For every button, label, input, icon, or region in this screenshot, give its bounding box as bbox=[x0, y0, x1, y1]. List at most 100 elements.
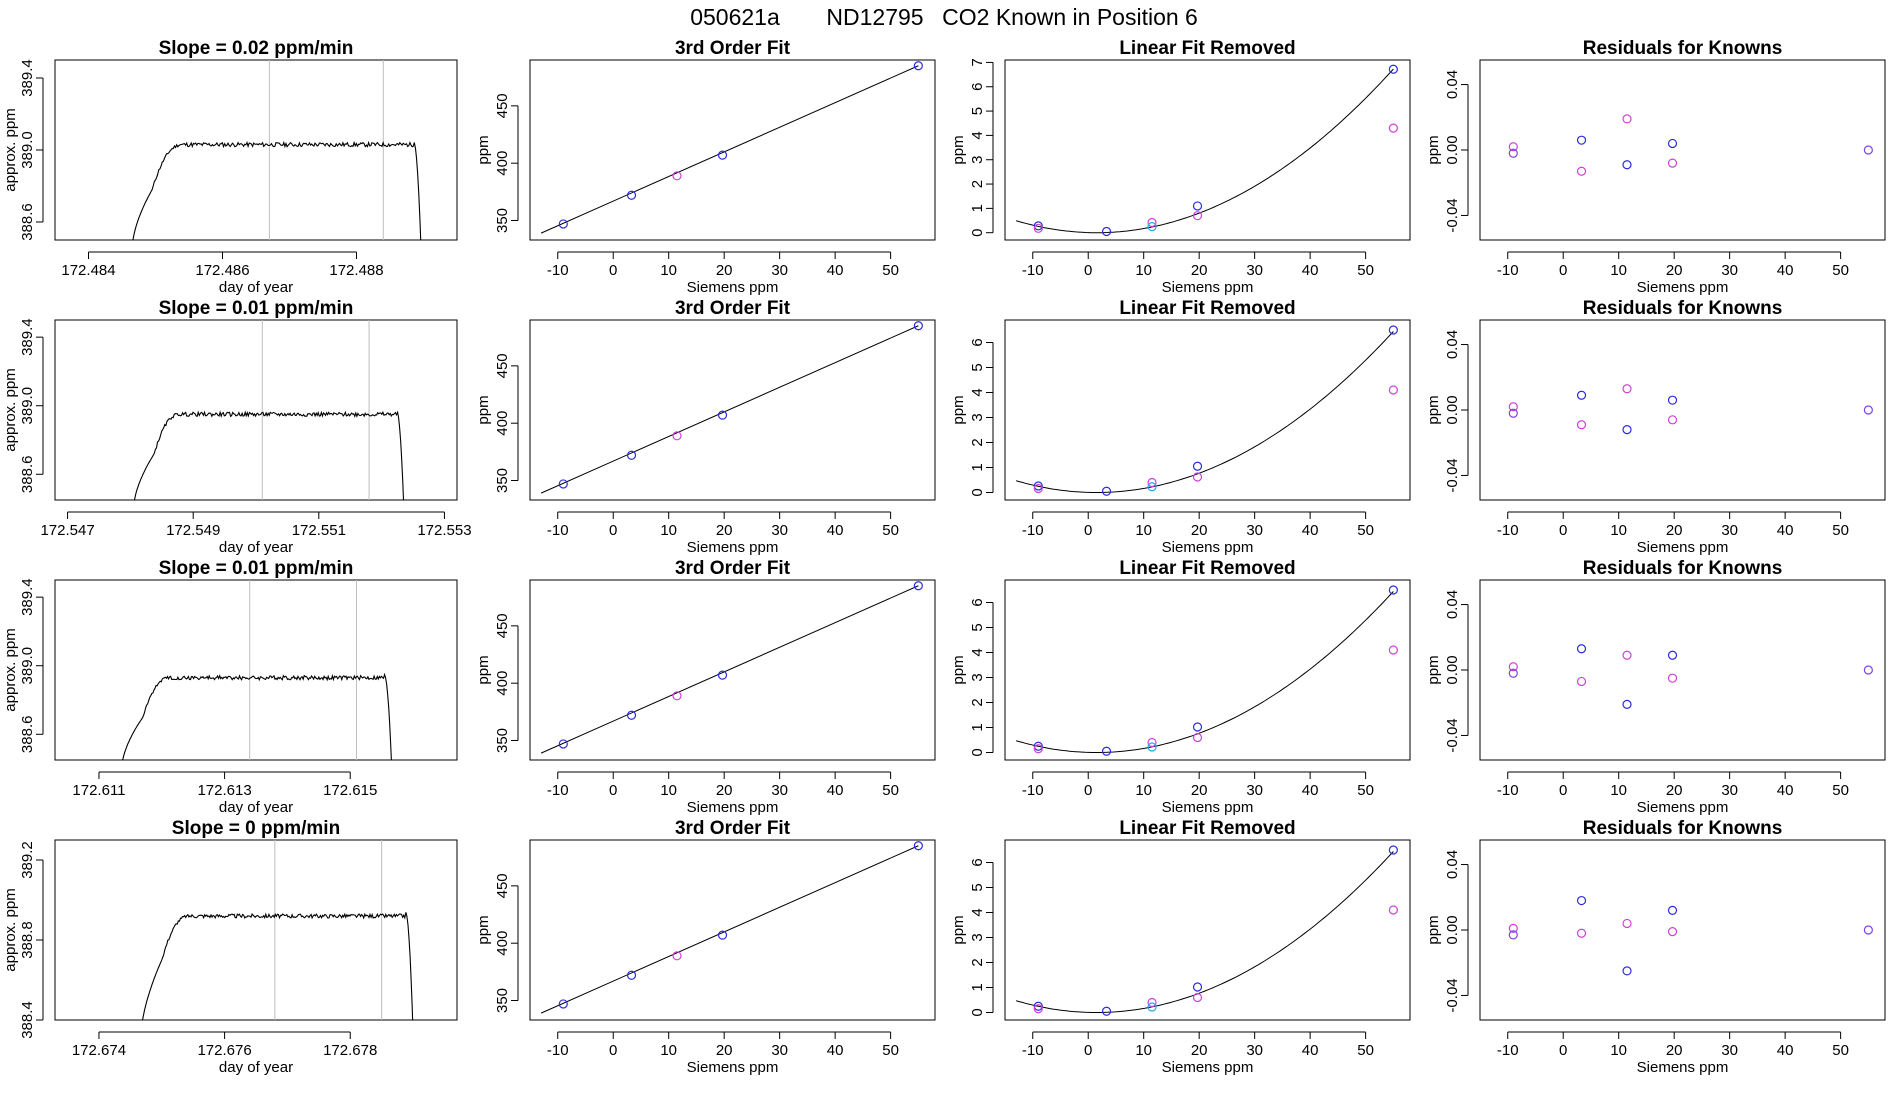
x-tick-label: 30 bbox=[771, 262, 788, 279]
data-point bbox=[1033, 744, 1043, 754]
plot-area bbox=[133, 320, 405, 500]
fit-curve bbox=[1015, 851, 1394, 1013]
x-tick-label: 10 bbox=[1610, 262, 1627, 279]
x-tick-label: 50 bbox=[882, 522, 899, 539]
plot-frame bbox=[54, 839, 458, 1021]
co2-trace-line bbox=[132, 140, 422, 240]
x-axis-label: Siemens ppm bbox=[1162, 539, 1254, 556]
x-tick-label: 30 bbox=[1721, 1042, 1738, 1059]
y-tick-label: -0.04 bbox=[1444, 198, 1461, 232]
y-axis-label: ppm bbox=[1425, 395, 1442, 424]
y-axis: -0.04 0.00 0.04 ppm bbox=[1425, 850, 1469, 1013]
data-point bbox=[626, 190, 637, 200]
x-tick-label: 10 bbox=[1135, 782, 1152, 799]
x-tick-label: 0 bbox=[1559, 1042, 1567, 1059]
x-tick-label: 172.678 bbox=[323, 1042, 377, 1059]
x-tick-label: -10 bbox=[547, 262, 569, 279]
y-tick-label: 389.4 bbox=[19, 318, 36, 356]
x-axis: -10 0 10 20 30 40 50 Siemens ppm bbox=[547, 511, 899, 556]
data-point bbox=[1667, 395, 1678, 405]
y-tick-label: -0.04 bbox=[1444, 458, 1461, 492]
x-tick-label: 40 bbox=[1302, 1042, 1319, 1059]
data-point bbox=[626, 710, 637, 720]
y-tick-label: 0 bbox=[969, 488, 986, 496]
data-point bbox=[717, 150, 728, 160]
data-point bbox=[1622, 699, 1632, 709]
data-point bbox=[717, 930, 728, 940]
fit-line bbox=[540, 585, 919, 754]
y-tick-label: 0.00 bbox=[1444, 655, 1461, 684]
y-tick-label: 389.4 bbox=[19, 578, 36, 616]
plot-area bbox=[1508, 644, 1873, 709]
panel-r1-res: Residuals for Knowns -10 0 10 20 30 40 50 Siemen… bbox=[1425, 38, 1886, 296]
x-tick-label: 0 bbox=[1084, 522, 1092, 539]
data-point bbox=[1576, 420, 1587, 430]
x-axis-label: day of year bbox=[219, 279, 293, 296]
data-point bbox=[1388, 905, 1398, 915]
panel-title: Residuals for Knowns bbox=[1583, 818, 1783, 839]
y-tick-label: 0.00 bbox=[1444, 135, 1461, 164]
y-tick-label: 3 bbox=[969, 933, 986, 941]
x-axis-label: Siemens ppm bbox=[687, 539, 779, 556]
x-tick-label: 40 bbox=[827, 262, 844, 279]
y-tick-label: 450 bbox=[494, 873, 511, 898]
x-axis: -10 0 10 20 30 40 50 Siemens ppm bbox=[1497, 1031, 1849, 1076]
data-point bbox=[1576, 895, 1587, 906]
y-tick-label: 3 bbox=[969, 673, 986, 681]
plot-area bbox=[1508, 384, 1873, 435]
x-tick-label: -10 bbox=[1022, 782, 1044, 799]
y-tick-label: 450 bbox=[494, 613, 511, 638]
data-point bbox=[1576, 928, 1587, 938]
y-tick-label: 2 bbox=[969, 698, 986, 706]
x-tick-label: -10 bbox=[1022, 1042, 1044, 1059]
plot-area bbox=[1508, 895, 1873, 976]
plot-area bbox=[540, 321, 923, 494]
plot-frame bbox=[1479, 579, 1886, 761]
x-axis-label: Siemens ppm bbox=[687, 279, 779, 296]
data-point bbox=[1508, 402, 1518, 412]
y-tick-label: 1 bbox=[969, 204, 986, 212]
fit-curve bbox=[1015, 331, 1394, 493]
x-tick-label: 20 bbox=[1666, 262, 1683, 279]
x-tick-label: 172.615 bbox=[323, 782, 377, 799]
y-axis-label: ppm bbox=[950, 915, 967, 944]
y-tick-label: 389.0 bbox=[19, 387, 36, 425]
y-tick-label: 3 bbox=[969, 413, 986, 421]
y-axis-label: ppm bbox=[950, 395, 967, 424]
data-point bbox=[1192, 461, 1203, 471]
plot-area bbox=[1508, 114, 1873, 176]
x-tick-label: -10 bbox=[547, 1042, 569, 1059]
data-point bbox=[1388, 645, 1398, 655]
y-axis: 0 1 2 3 4 5 6 7 ppm bbox=[950, 58, 994, 237]
panel-r2-fit: 3rd Order Fit -10 0 10 20 30 40 50 Siemens ppm 35… bbox=[475, 298, 936, 556]
y-tick-label: 400 bbox=[494, 931, 511, 956]
x-tick-label: 10 bbox=[1135, 262, 1152, 279]
x-tick-label: 30 bbox=[771, 1042, 788, 1059]
panel-title: Linear Fit Removed bbox=[1119, 38, 1295, 59]
data-point bbox=[1033, 1001, 1043, 1011]
x-tick-label: 50 bbox=[882, 1042, 899, 1059]
y-tick-label: 0.00 bbox=[1444, 395, 1461, 424]
x-tick-label: 172.611 bbox=[72, 782, 125, 799]
panel-title: Slope = 0.01 ppm/min bbox=[159, 558, 354, 579]
panel-title: Linear Fit Removed bbox=[1119, 298, 1295, 319]
y-tick-label: 400 bbox=[494, 151, 511, 176]
data-point bbox=[1147, 997, 1157, 1008]
y-axis-label: ppm bbox=[475, 915, 492, 944]
x-tick-label: 0 bbox=[609, 782, 617, 799]
panel-title: Residuals for Knowns bbox=[1583, 298, 1783, 319]
figure-title-description: CO2 Known in Position 6 bbox=[942, 4, 1198, 30]
x-tick-label: -10 bbox=[1022, 522, 1044, 539]
plot-area bbox=[1015, 325, 1398, 496]
data-point bbox=[558, 999, 568, 1009]
x-tick-label: 50 bbox=[1357, 522, 1374, 539]
x-axis: -10 0 10 20 30 40 50 Siemens ppm bbox=[1022, 1031, 1374, 1076]
data-point bbox=[1101, 226, 1112, 237]
data-point bbox=[1508, 930, 1518, 940]
x-axis-label: Siemens ppm bbox=[1637, 279, 1729, 296]
data-point bbox=[626, 970, 637, 980]
